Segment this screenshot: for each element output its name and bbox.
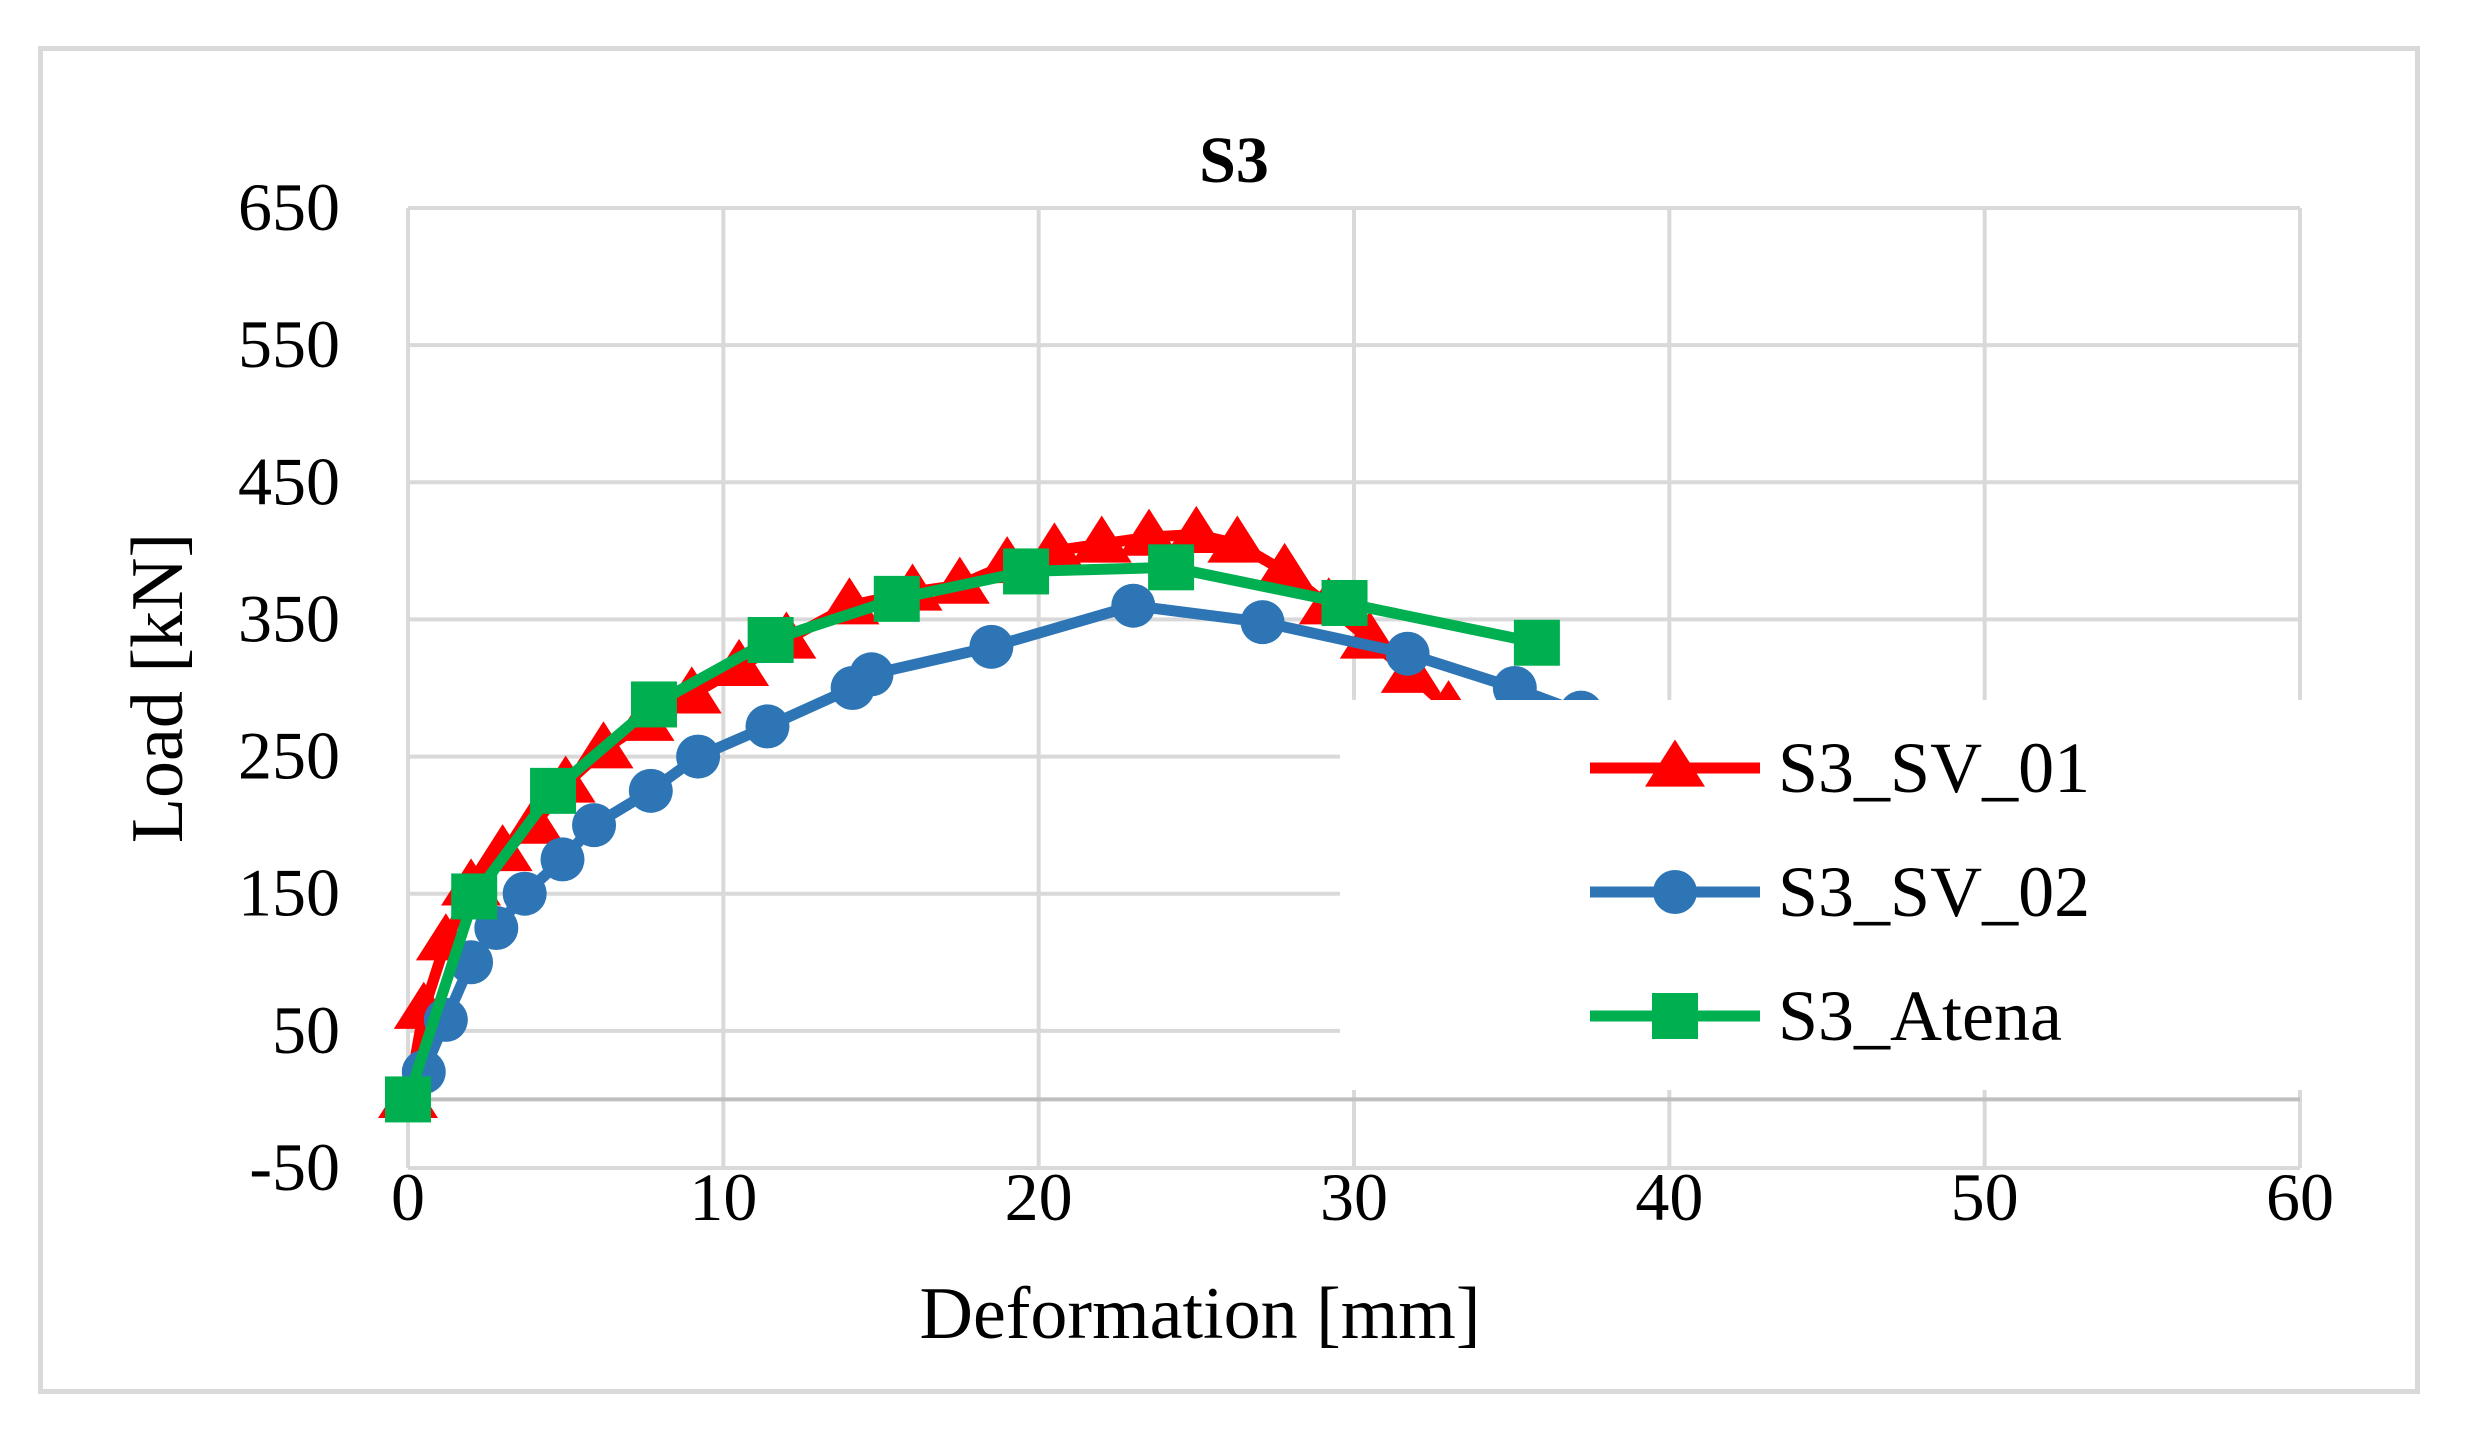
data-point xyxy=(1166,505,1227,553)
y-tick-label: 550 xyxy=(238,306,340,382)
data-point xyxy=(849,652,894,697)
data-point xyxy=(630,681,677,728)
data-point xyxy=(969,624,1014,669)
legend-marker xyxy=(1645,739,1705,787)
data-point xyxy=(1492,666,1537,710)
legend-marker xyxy=(1652,993,1698,1039)
y-tick-label: -50 xyxy=(249,1129,340,1205)
data-point xyxy=(530,767,577,814)
data-point xyxy=(1321,579,1368,626)
x-axis-title: Deformation [mm] xyxy=(920,1273,1481,1355)
x-tick-label: 30 xyxy=(1320,1159,1388,1235)
data-point xyxy=(628,768,673,813)
data-point xyxy=(1207,515,1268,563)
data-point xyxy=(1385,631,1430,676)
data-point xyxy=(745,704,790,749)
y-tick-label: 350 xyxy=(238,580,340,656)
y-tick-label: 450 xyxy=(238,443,340,519)
x-tick-label: 0 xyxy=(391,1159,425,1235)
data-point xyxy=(472,824,533,872)
data-point xyxy=(572,803,617,848)
data-point xyxy=(676,734,721,779)
legend: S3_SV_01 S3_SV_02 S3_Atena xyxy=(1340,700,2340,1090)
legend-item: S3_Atena xyxy=(1590,976,2062,1056)
data-point xyxy=(1071,515,1132,563)
legend-item: S3_SV_02 xyxy=(1590,852,2090,932)
legend-label: S3_Atena xyxy=(1778,976,2062,1056)
x-tick-label: 40 xyxy=(1635,1159,1703,1235)
data-point xyxy=(1148,544,1195,591)
y-tick-label: 150 xyxy=(238,855,340,931)
x-tick-label: 10 xyxy=(689,1159,757,1235)
legend-label: S3_SV_02 xyxy=(1778,852,2090,932)
data-point xyxy=(1240,600,1285,645)
legend-marker xyxy=(1653,870,1697,914)
legend-label: S3_SV_01 xyxy=(1778,728,2090,808)
y-axis-title: Load [kN] xyxy=(117,533,199,843)
y-tick-label: 250 xyxy=(238,718,340,794)
data-point xyxy=(451,873,498,920)
legend-background xyxy=(1340,700,2340,1090)
x-tick-label: 50 xyxy=(1951,1159,2019,1235)
series-line xyxy=(402,561,1543,1105)
data-point xyxy=(385,1076,431,1123)
axes: 0 10 20 30 40 50 60 -50 50 150 250 350 450 550 650 xyxy=(238,169,2334,1235)
series-s3-atena xyxy=(385,544,1560,1123)
legend-item: S3_SV_01 xyxy=(1590,728,2090,808)
data-point xyxy=(1254,542,1315,591)
x-tick-label: 20 xyxy=(1005,1159,1073,1235)
data-point xyxy=(1111,583,1156,628)
data-point xyxy=(873,575,920,622)
data-point xyxy=(502,871,547,916)
chart-title: S3 xyxy=(1199,124,1269,197)
data-point xyxy=(1119,508,1180,556)
data-point xyxy=(540,837,585,882)
data-point xyxy=(1513,619,1560,666)
data-point xyxy=(1003,548,1050,595)
x-tick-label: 60 xyxy=(2266,1159,2334,1235)
data-point xyxy=(747,617,794,663)
labels: S3 Deformation [mm] Load [kN] xyxy=(117,124,1481,1355)
y-tick-label: 650 xyxy=(238,169,340,245)
series-group xyxy=(378,505,1604,1123)
y-tick-label: 50 xyxy=(272,992,340,1068)
